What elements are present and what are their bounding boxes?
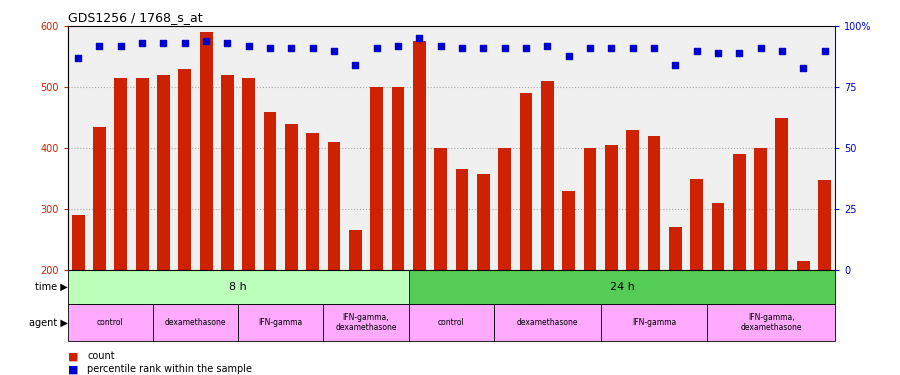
Bar [306,133,319,270]
Text: 8 h: 8 h [230,282,247,292]
Bar [136,78,149,270]
Bar [349,230,362,270]
Point [391,43,405,49]
Bar [541,81,554,270]
Bar [519,93,533,270]
Bar [328,142,340,270]
Bar [499,148,511,270]
Point [348,62,363,68]
Text: GDS1256 / 1768_s_at: GDS1256 / 1768_s_at [68,11,203,24]
Point [753,45,768,51]
Text: IFN-gamma: IFN-gamma [258,318,303,327]
Point [732,50,746,56]
Text: control: control [97,318,123,327]
Text: ■: ■ [68,364,78,374]
Point [498,45,512,51]
Point [93,43,107,49]
Bar [68,304,153,341]
Point [220,40,235,46]
Bar [238,304,323,341]
Point [241,43,256,49]
Text: count: count [87,351,115,361]
Bar [583,148,597,270]
Bar [158,75,170,270]
Bar [178,69,191,270]
Bar [494,304,600,341]
Text: agent ▶: agent ▶ [29,318,68,327]
Bar [409,304,494,341]
Point [583,45,598,51]
Bar [776,118,788,270]
Bar [114,78,127,270]
Point [177,40,192,46]
Point [668,62,682,68]
Text: dexamethasone: dexamethasone [165,318,226,327]
Bar [669,227,681,270]
Point [476,45,491,51]
Bar [242,78,256,270]
Point [263,45,277,51]
Text: 24 h: 24 h [609,282,634,292]
Bar [707,304,835,341]
Point [113,43,128,49]
Bar [435,148,447,270]
Point [817,48,832,54]
Bar [562,191,575,270]
Text: ■: ■ [68,351,78,361]
Point [370,45,384,51]
Point [284,45,299,51]
Text: dexamethasone: dexamethasone [517,318,578,327]
Bar [818,180,831,270]
Bar [392,87,404,270]
Bar [413,42,426,270]
Point [518,45,533,51]
Bar [285,124,298,270]
Text: percentile rank within the sample: percentile rank within the sample [87,364,252,374]
Bar [200,32,212,270]
Bar [733,154,745,270]
Point [562,53,576,58]
Bar [690,178,703,270]
Bar [153,304,238,341]
Point [135,40,149,46]
Text: IFN-gamma,
dexamethasone: IFN-gamma, dexamethasone [336,313,397,332]
Bar [409,270,835,304]
Point [199,38,213,44]
Point [796,64,810,70]
Point [71,55,86,61]
Point [412,36,427,42]
Bar [600,304,707,341]
Bar [370,87,383,270]
Point [454,45,469,51]
Bar [647,136,661,270]
Bar [626,130,639,270]
Point [327,48,341,54]
Point [689,48,704,54]
Bar [68,270,409,304]
Bar [712,203,724,270]
Point [305,45,320,51]
Point [711,50,725,56]
Bar [477,174,490,270]
Bar [264,112,276,270]
Point [157,40,171,46]
Bar [796,261,810,270]
Bar [221,75,234,270]
Text: IFN-gamma: IFN-gamma [632,318,676,327]
Bar [455,170,468,270]
Bar [605,145,617,270]
Bar [93,127,106,270]
Point [434,43,448,49]
Bar [72,215,85,270]
Point [626,45,640,51]
Bar [323,304,409,341]
Text: IFN-gamma,
dexamethasone: IFN-gamma, dexamethasone [741,313,802,332]
Bar [754,148,767,270]
Point [775,48,789,54]
Text: control: control [438,318,464,327]
Text: time ▶: time ▶ [35,282,68,292]
Point [540,43,554,49]
Point [604,45,618,51]
Point [647,45,662,51]
